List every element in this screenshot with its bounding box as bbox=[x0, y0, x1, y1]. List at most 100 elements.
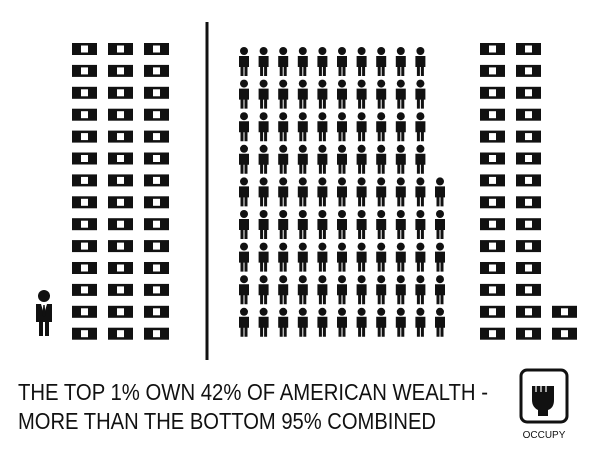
body bbox=[395, 153, 406, 174]
bill bbox=[144, 152, 169, 165]
body bbox=[415, 88, 426, 109]
body bbox=[278, 186, 289, 207]
head bbox=[338, 275, 346, 284]
body bbox=[337, 219, 347, 239]
head bbox=[377, 79, 386, 88]
bill-center bbox=[117, 198, 124, 206]
bill-center bbox=[117, 67, 124, 75]
head bbox=[396, 177, 405, 186]
person bbox=[258, 177, 269, 207]
body bbox=[376, 251, 387, 272]
body bbox=[376, 153, 387, 174]
person bbox=[337, 144, 347, 174]
bill bbox=[108, 43, 133, 55]
body bbox=[297, 186, 308, 207]
person bbox=[258, 307, 269, 337]
person bbox=[258, 47, 269, 76]
person bbox=[376, 307, 387, 337]
bill-center bbox=[525, 67, 532, 75]
head bbox=[396, 47, 405, 55]
bill bbox=[516, 174, 541, 187]
bill-center bbox=[489, 330, 496, 338]
head bbox=[338, 177, 346, 186]
body bbox=[317, 121, 328, 142]
bill bbox=[108, 108, 133, 121]
bill bbox=[144, 283, 169, 296]
person bbox=[356, 210, 367, 239]
head bbox=[259, 307, 268, 316]
head bbox=[38, 290, 50, 302]
body bbox=[435, 251, 445, 272]
head bbox=[377, 144, 386, 153]
bill-center bbox=[489, 67, 496, 75]
head bbox=[357, 307, 366, 316]
body bbox=[395, 316, 406, 337]
body bbox=[356, 153, 367, 174]
person bbox=[415, 47, 426, 76]
body bbox=[297, 316, 308, 337]
body bbox=[239, 316, 249, 337]
head bbox=[259, 144, 268, 153]
head bbox=[396, 275, 405, 284]
body bbox=[317, 186, 328, 207]
bill-center bbox=[117, 133, 124, 141]
bill-center bbox=[153, 220, 160, 228]
body bbox=[297, 56, 308, 76]
bill bbox=[516, 327, 541, 340]
person bbox=[395, 210, 406, 239]
person bbox=[337, 112, 347, 142]
person bbox=[415, 210, 426, 239]
person bbox=[376, 275, 387, 305]
head bbox=[357, 177, 366, 186]
person bbox=[317, 177, 328, 207]
person bbox=[297, 242, 308, 272]
bill bbox=[144, 86, 169, 99]
person bbox=[435, 307, 445, 337]
body bbox=[395, 186, 406, 207]
bill bbox=[108, 86, 133, 99]
bill-center bbox=[117, 111, 124, 119]
bill bbox=[480, 86, 505, 99]
person bbox=[376, 210, 387, 239]
bill bbox=[72, 64, 97, 77]
person bbox=[317, 307, 328, 337]
body bbox=[278, 284, 289, 305]
head bbox=[436, 210, 444, 218]
body bbox=[258, 251, 269, 272]
bill bbox=[72, 108, 97, 121]
head bbox=[416, 112, 425, 121]
person bbox=[317, 210, 328, 239]
head bbox=[357, 47, 366, 55]
bill bbox=[144, 240, 169, 253]
bill bbox=[480, 64, 505, 77]
bill-center bbox=[117, 176, 124, 184]
bill-center bbox=[117, 45, 124, 53]
bill-center bbox=[153, 264, 160, 272]
bill bbox=[144, 218, 169, 231]
bill-center bbox=[81, 155, 88, 162]
head bbox=[259, 112, 268, 121]
body bbox=[435, 219, 445, 239]
bill bbox=[108, 196, 133, 209]
bill-center bbox=[117, 330, 124, 338]
bill-center bbox=[153, 67, 160, 75]
bill-center bbox=[489, 155, 496, 162]
bill-center bbox=[153, 176, 160, 184]
person bbox=[337, 210, 347, 239]
bill-center bbox=[153, 133, 160, 141]
body bbox=[376, 316, 387, 337]
head bbox=[318, 144, 327, 153]
head bbox=[357, 210, 366, 218]
body bbox=[415, 186, 426, 207]
person bbox=[337, 177, 347, 207]
person bbox=[356, 144, 367, 174]
bill-center bbox=[525, 45, 532, 53]
bill-center bbox=[489, 308, 496, 316]
person bbox=[356, 79, 367, 109]
head bbox=[416, 79, 425, 88]
body bbox=[356, 316, 367, 337]
head bbox=[240, 177, 248, 186]
bill bbox=[144, 43, 169, 55]
person bbox=[258, 242, 269, 272]
